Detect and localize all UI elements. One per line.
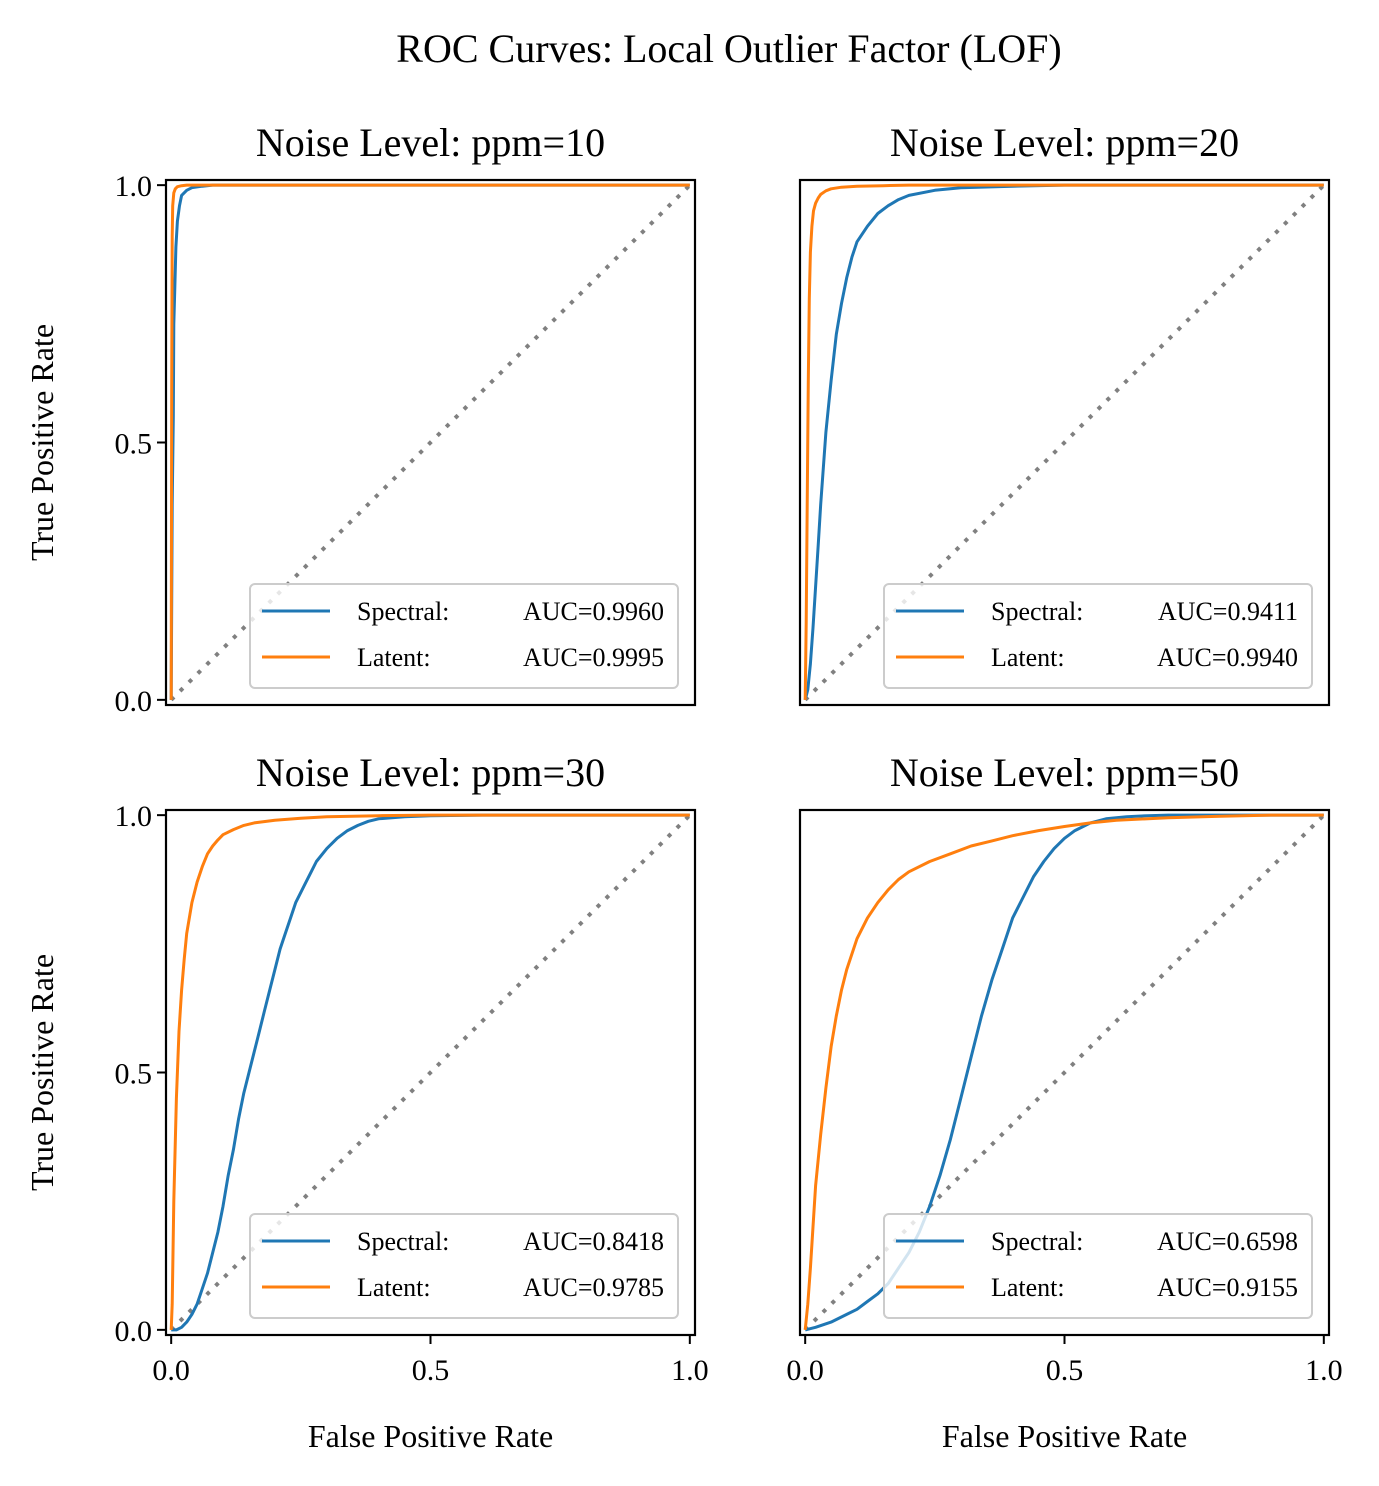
legend-auc-value: AUC=0.9411: [1158, 597, 1298, 626]
y-axis-label: True Positive Rate: [24, 954, 60, 1191]
subplot-3: Noise Level: ppm=30 0.0 0.5 1.0 0.0 0.5 1.0 Tru…: [24, 750, 709, 1454]
legend-series-name: Spectral:: [991, 1227, 1083, 1256]
y-axis-label: True Positive Rate: [24, 324, 60, 561]
legend-box: [249, 1213, 679, 1319]
legend-series-name: Spectral:: [991, 597, 1083, 626]
series-line-latent: [803, 183, 1324, 700]
subplot-title: Noise Level: ppm=20: [890, 120, 1239, 165]
legend: Spectral: AUC=0.6598 Latent: AUC=0.9155: [883, 1213, 1313, 1319]
legend-box: [883, 1213, 1313, 1319]
subplot-1: Noise Level: ppm=10 0.0 0.5 1.0 True Positiv…: [24, 120, 697, 718]
legend-auc-value: AUC=0.9960: [523, 597, 664, 626]
series-line-spectral: [171, 813, 690, 1332]
y-tick-label: 0.0: [115, 685, 153, 718]
x-tick-label: 0.5: [412, 1354, 450, 1387]
chance-diagonal-line: [803, 813, 1326, 1332]
legend-series-name: Latent:: [991, 643, 1065, 672]
y-tick-label: 1.0: [115, 170, 153, 203]
legend-series-name: Latent:: [357, 643, 431, 672]
x-axis-label: False Positive Rate: [308, 1418, 553, 1454]
subplot-2: Noise Level: ppm=20 Spectral: AUC=0.9411 La…: [798, 120, 1331, 707]
legend-auc-value: AUC=0.9785: [523, 1273, 664, 1302]
subplot-title: Noise Level: ppm=10: [256, 120, 605, 165]
y-tick-label: 0.5: [115, 428, 153, 461]
legend-series-name: Spectral:: [357, 597, 449, 626]
legend-auc-value: AUC=0.9155: [1157, 1273, 1298, 1302]
legend-box: [883, 583, 1313, 689]
axes-frame: [798, 178, 1331, 707]
legend-auc-value: AUC=0.9995: [523, 643, 664, 672]
series-line-spectral: [803, 183, 1324, 701]
subplot-4: Noise Level: ppm=50 0.0 0.5 1.0 False Positi…: [786, 750, 1342, 1454]
subplot-title: Noise Level: ppm=50: [890, 750, 1239, 795]
legend-auc-value: AUC=0.8418: [523, 1227, 664, 1256]
x-tick-label: 0.0: [786, 1354, 824, 1387]
chance-diagonal-line: [803, 183, 1326, 702]
legend-series-name: Spectral:: [357, 1227, 449, 1256]
y-tick-label: 1.0: [115, 800, 153, 833]
subplot-title: Noise Level: ppm=30: [256, 750, 605, 795]
figure-title: ROC Curves: Local Outlier Factor (LOF): [396, 26, 1061, 71]
chance-diagonal-line: [169, 813, 692, 1332]
subplot-grid: Noise Level: ppm=10 0.0 0.5 1.0 True Positiv…: [24, 120, 1343, 1454]
legend: Spectral: AUC=0.8418 Latent: AUC=0.9785: [249, 1213, 679, 1319]
series-line-latent: [803, 813, 1324, 1331]
series-line-latent: [169, 813, 690, 1330]
x-axis-label: False Positive Rate: [942, 1418, 1187, 1454]
legend-series-name: Latent:: [357, 1273, 431, 1302]
legend: Spectral: AUC=0.9960 Latent: AUC=0.9995: [249, 583, 679, 689]
chance-diagonal-line: [169, 183, 692, 702]
x-tick-label: 1.0: [671, 1354, 709, 1387]
legend-auc-value: AUC=0.6598: [1157, 1227, 1298, 1256]
y-tick-label: 0.5: [115, 1058, 153, 1091]
legend: Spectral: AUC=0.9411 Latent: AUC=0.9940: [883, 583, 1313, 689]
x-tick-label: 0.5: [1046, 1354, 1084, 1387]
x-tick-label: 1.0: [1305, 1354, 1343, 1387]
series-line-latent: [169, 183, 690, 700]
series-line-spectral: [804, 813, 1324, 1332]
legend-series-name: Latent:: [991, 1273, 1065, 1302]
legend-auc-value: AUC=0.9940: [1157, 643, 1298, 672]
x-tick-label: 0.0: [152, 1354, 190, 1387]
legend-box: [249, 583, 679, 689]
y-tick-label: 0.0: [115, 1315, 153, 1348]
